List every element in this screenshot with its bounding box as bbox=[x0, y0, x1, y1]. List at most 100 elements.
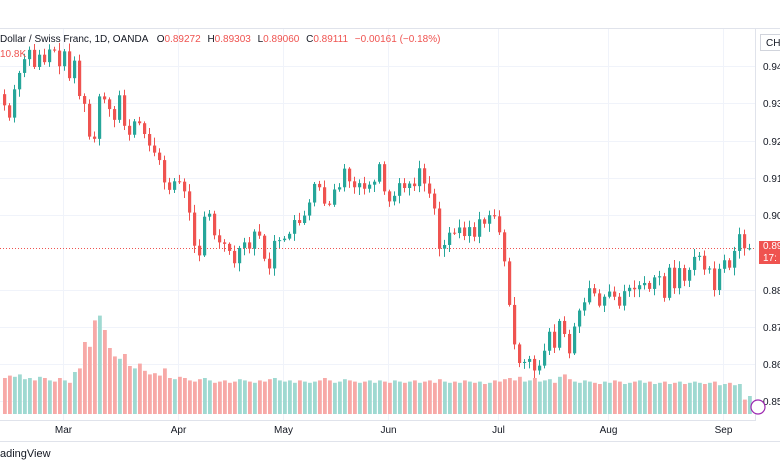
candle-body[interactable] bbox=[428, 183, 432, 194]
candle-body[interactable] bbox=[183, 181, 187, 192]
candle-body[interactable] bbox=[613, 291, 617, 297]
candle-body[interactable] bbox=[393, 195, 397, 202]
candle-body[interactable] bbox=[688, 269, 692, 281]
candle-body[interactable] bbox=[148, 134, 152, 146]
candle-body[interactable] bbox=[93, 136, 97, 139]
candle-body[interactable] bbox=[438, 208, 442, 249]
candle-body[interactable] bbox=[413, 183, 417, 187]
candle-body[interactable] bbox=[298, 220, 302, 224]
candle-body[interactable] bbox=[743, 234, 747, 249]
candle-body[interactable] bbox=[358, 183, 362, 188]
candle-body[interactable] bbox=[223, 242, 227, 244]
candle-body[interactable] bbox=[128, 125, 132, 135]
candle-body[interactable] bbox=[348, 168, 352, 182]
candle-body[interactable] bbox=[433, 193, 437, 209]
candle-body[interactable] bbox=[418, 168, 422, 187]
candle-body[interactable] bbox=[173, 181, 177, 190]
candle-body[interactable] bbox=[203, 216, 207, 256]
candle-body[interactable] bbox=[723, 260, 727, 269]
candle-body[interactable] bbox=[473, 227, 477, 237]
candle-body[interactable] bbox=[343, 168, 347, 188]
candle-body[interactable] bbox=[23, 59, 27, 73]
candle-body[interactable] bbox=[708, 268, 712, 270]
candle-body[interactable] bbox=[373, 181, 377, 185]
candle-body[interactable] bbox=[703, 255, 707, 270]
candle-body[interactable] bbox=[528, 358, 532, 362]
candle-body[interactable] bbox=[618, 296, 622, 306]
candle-body[interactable] bbox=[28, 49, 32, 60]
candle-body[interactable] bbox=[18, 72, 22, 90]
candle-body[interactable] bbox=[178, 181, 182, 183]
candle-body[interactable] bbox=[213, 213, 217, 236]
candle-body[interactable] bbox=[498, 216, 502, 233]
candle-body[interactable] bbox=[448, 232, 452, 245]
candle-body[interactable] bbox=[118, 95, 122, 120]
candle-body[interactable] bbox=[478, 219, 482, 237]
candle-body[interactable] bbox=[633, 287, 637, 290]
candle-body[interactable] bbox=[388, 191, 392, 202]
candle-body[interactable] bbox=[333, 189, 337, 205]
candle-body[interactable] bbox=[573, 326, 577, 354]
candle-body[interactable] bbox=[108, 99, 112, 110]
candle-body[interactable] bbox=[733, 250, 737, 268]
candle-body[interactable] bbox=[493, 215, 497, 217]
candle-body[interactable] bbox=[533, 358, 537, 371]
candle-body[interactable] bbox=[238, 247, 242, 264]
candle-body[interactable] bbox=[653, 277, 657, 289]
candle-body[interactable] bbox=[588, 288, 592, 303]
candle-body[interactable] bbox=[88, 103, 92, 137]
candle-body[interactable] bbox=[68, 51, 72, 79]
candle-body[interactable] bbox=[593, 288, 597, 294]
candle-body[interactable] bbox=[248, 242, 252, 249]
candle-body[interactable] bbox=[553, 331, 557, 348]
candle-body[interactable] bbox=[673, 267, 677, 289]
settings-circle-icon[interactable] bbox=[750, 399, 766, 415]
candle-body[interactable] bbox=[638, 285, 642, 290]
candle-body[interactable] bbox=[738, 234, 742, 251]
candle-body[interactable] bbox=[78, 60, 82, 97]
candle-body[interactable] bbox=[398, 183, 402, 196]
candle-body[interactable] bbox=[233, 250, 237, 264]
candle-body[interactable] bbox=[3, 94, 7, 106]
candle-body[interactable] bbox=[328, 203, 332, 205]
candle-body[interactable] bbox=[338, 187, 342, 190]
candle-body[interactable] bbox=[458, 227, 462, 234]
candle-body[interactable] bbox=[678, 268, 682, 289]
candle-body[interactable] bbox=[658, 276, 662, 278]
candle-body[interactable] bbox=[33, 49, 37, 67]
candle-body[interactable] bbox=[273, 240, 277, 269]
candle-body[interactable] bbox=[668, 267, 672, 298]
candle-body[interactable] bbox=[113, 109, 117, 120]
candle-body[interactable] bbox=[463, 227, 467, 237]
candle-body[interactable] bbox=[728, 260, 732, 268]
currency-button[interactable]: CH bbox=[760, 34, 780, 51]
candle-body[interactable] bbox=[168, 182, 172, 190]
candle-body[interactable] bbox=[363, 183, 367, 189]
candle-body[interactable] bbox=[693, 256, 697, 270]
candle-body[interactable] bbox=[583, 302, 587, 311]
candle-body[interactable] bbox=[523, 361, 527, 364]
candle-body[interactable] bbox=[48, 49, 52, 63]
candle-body[interactable] bbox=[58, 50, 62, 67]
candle-body[interactable] bbox=[163, 160, 167, 183]
candle-body[interactable] bbox=[628, 287, 632, 292]
candle-body[interactable] bbox=[13, 89, 17, 118]
symbol-title[interactable]: Dollar / Swiss Franc, 1D, OANDA bbox=[0, 34, 149, 45]
candle-body[interactable] bbox=[103, 96, 107, 100]
candle-body[interactable] bbox=[603, 296, 607, 306]
candle-body[interactable] bbox=[643, 282, 647, 286]
candle-body[interactable] bbox=[718, 268, 722, 291]
candle-body[interactable] bbox=[303, 215, 307, 224]
candle-body[interactable] bbox=[228, 243, 232, 251]
candle-body[interactable] bbox=[648, 282, 652, 289]
candle-body[interactable] bbox=[748, 248, 752, 250]
candle-body[interactable] bbox=[138, 121, 142, 124]
candle-body[interactable] bbox=[538, 365, 542, 371]
candle-body[interactable] bbox=[508, 261, 512, 305]
candle-body[interactable] bbox=[158, 152, 162, 161]
candle-body[interactable] bbox=[503, 232, 507, 262]
candle-body[interactable] bbox=[443, 244, 447, 249]
candle-body[interactable] bbox=[288, 233, 292, 239]
candle-body[interactable] bbox=[123, 95, 127, 126]
